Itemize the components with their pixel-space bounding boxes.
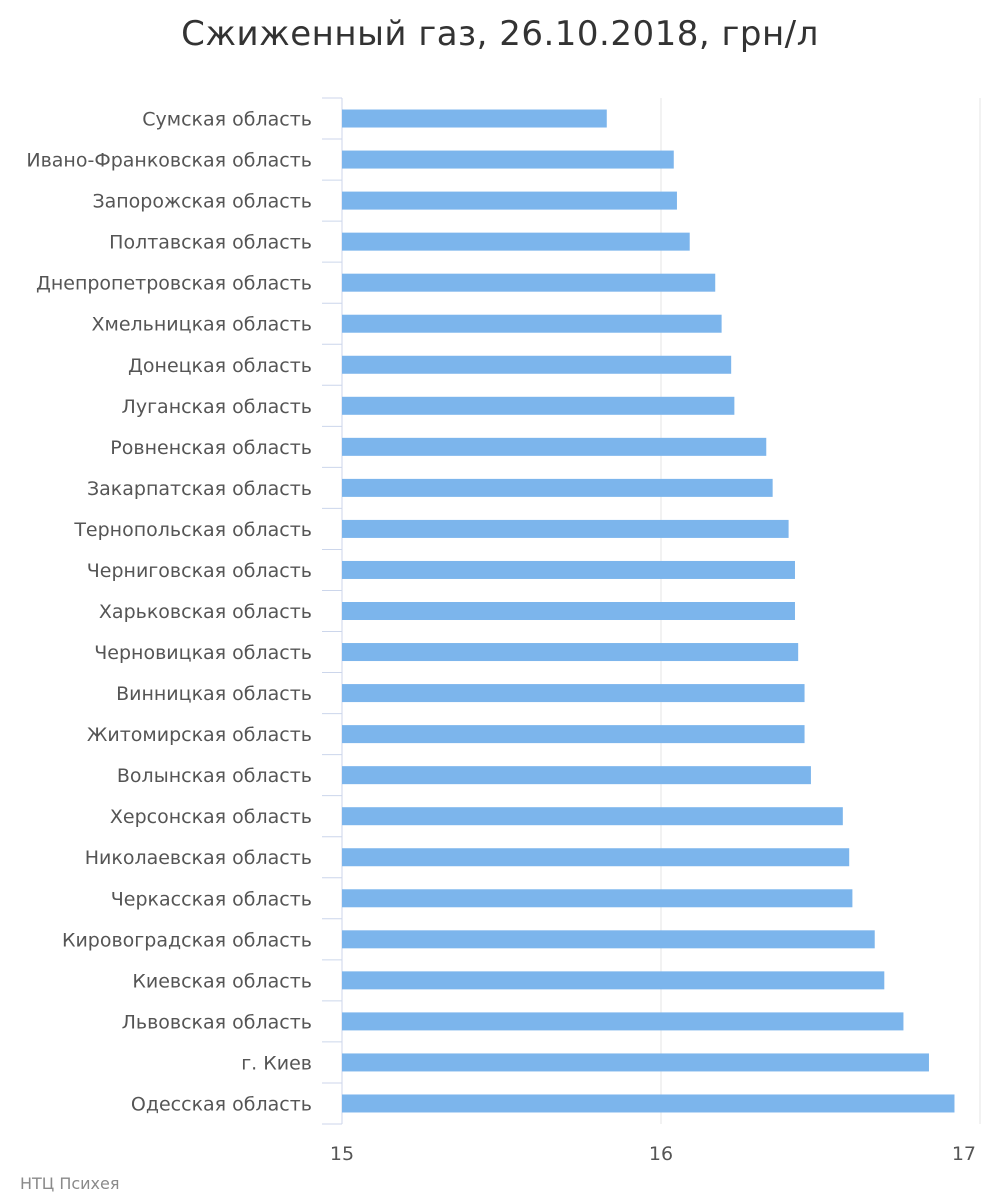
bars bbox=[342, 109, 955, 1113]
bar bbox=[342, 396, 735, 415]
bar bbox=[342, 848, 850, 867]
category-label: Ивано-Франковская область bbox=[26, 150, 312, 172]
category-label: Запорожская область bbox=[92, 191, 312, 213]
category-label: Хмельницкая область bbox=[91, 314, 312, 336]
bar bbox=[342, 602, 795, 620]
category-label: Сумская область bbox=[142, 109, 312, 131]
x-tick-label: 16 bbox=[649, 1143, 673, 1165]
bar bbox=[342, 191, 677, 210]
bar bbox=[342, 766, 811, 785]
bar bbox=[342, 560, 795, 579]
bar bbox=[342, 519, 789, 538]
bar bbox=[342, 273, 716, 292]
category-label: Черновицкая область bbox=[94, 642, 312, 664]
category-label: Донецкая область bbox=[128, 355, 312, 377]
category-label: Николаевская область bbox=[85, 847, 312, 869]
bar bbox=[342, 1012, 904, 1031]
x-tick-label: 15 bbox=[330, 1143, 354, 1165]
category-label: Черниговская область bbox=[87, 560, 312, 582]
category-label: Житомирская область bbox=[87, 724, 312, 746]
category-label: Волынская область bbox=[117, 765, 312, 787]
x-tick-label: 17 bbox=[952, 1143, 976, 1165]
category-label: Луганская область bbox=[122, 396, 312, 418]
bar bbox=[342, 355, 732, 374]
category-label: Львовская область bbox=[122, 1011, 312, 1033]
category-label: Черкасская область bbox=[111, 888, 312, 910]
bar bbox=[342, 109, 607, 128]
category-label: Полтавская область bbox=[109, 232, 312, 254]
bar bbox=[342, 478, 773, 497]
bar bbox=[342, 314, 722, 333]
bar bbox=[342, 930, 875, 949]
bar bbox=[342, 684, 805, 703]
category-label: Днепропетровская область bbox=[36, 273, 312, 295]
category-label: Одесская область bbox=[131, 1093, 312, 1115]
bar bbox=[342, 725, 805, 744]
bar bbox=[342, 150, 674, 169]
category-label: Кировоградская область bbox=[62, 929, 312, 951]
bar bbox=[342, 889, 853, 908]
category-label: Херсонская область bbox=[110, 806, 312, 828]
chart-title: Сжиженный газ, 26.10.2018, грн/л bbox=[181, 14, 819, 54]
bar bbox=[342, 807, 843, 826]
bar bbox=[342, 1094, 955, 1113]
x-axis-ticks: 15 16 17 bbox=[330, 1143, 976, 1165]
credit-text: НТЦ Психея bbox=[20, 1174, 120, 1193]
category-label: г. Киев bbox=[241, 1052, 312, 1074]
bar bbox=[342, 232, 690, 251]
category-label: Харьковская область bbox=[99, 601, 312, 623]
category-label: Ровненская область bbox=[110, 437, 312, 459]
category-label: Винницкая область bbox=[116, 683, 312, 705]
bar bbox=[342, 643, 799, 662]
category-label: Закарпатская область bbox=[87, 478, 312, 500]
bar bbox=[342, 437, 767, 456]
bar bbox=[342, 1053, 929, 1072]
category-axis bbox=[322, 97, 343, 1125]
bar bbox=[342, 971, 885, 990]
category-labels: Сумская область Ивано-Франковская область… bbox=[26, 109, 312, 1116]
category-label: Тернопольская область bbox=[73, 519, 312, 541]
category-label: Киевская область bbox=[132, 970, 312, 992]
